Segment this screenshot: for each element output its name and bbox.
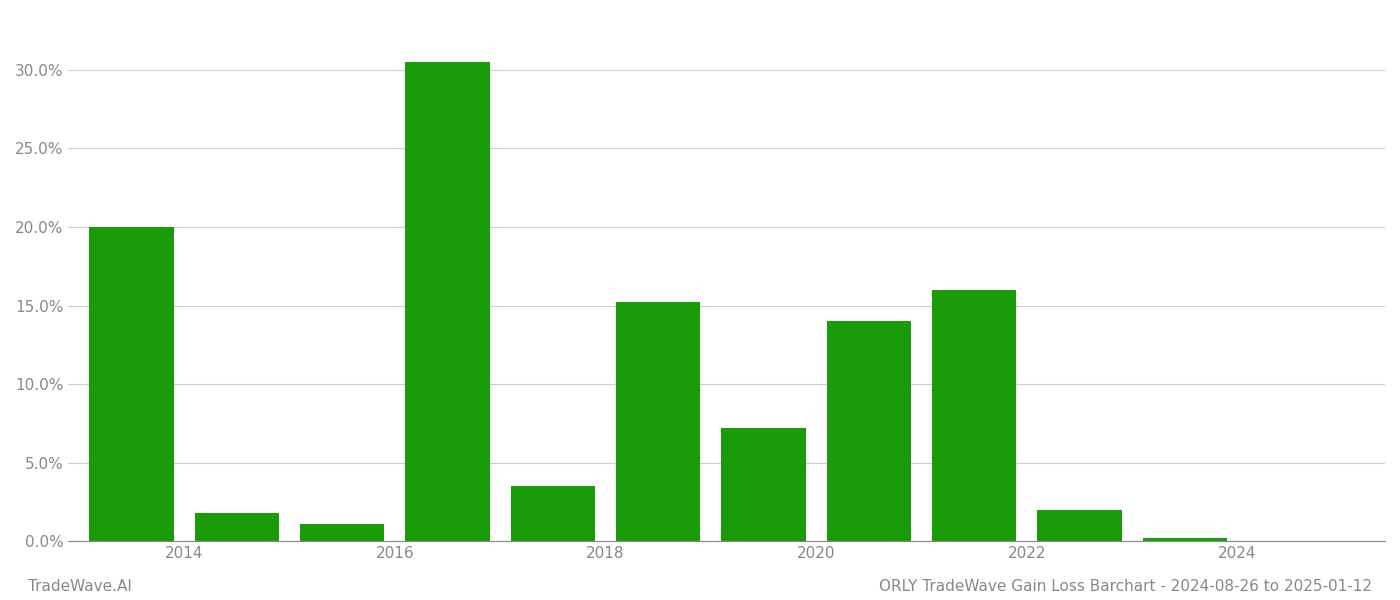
Bar [1037,510,1121,541]
Text: ORLY TradeWave Gain Loss Barchart - 2024-08-26 to 2025-01-12: ORLY TradeWave Gain Loss Barchart - 2024… [879,579,1372,594]
Text: TradeWave.AI: TradeWave.AI [28,579,132,594]
Bar [300,524,385,541]
Bar [406,62,490,541]
Bar [932,290,1016,541]
Bar [511,486,595,541]
Bar [616,302,700,541]
Bar [195,513,279,541]
Bar [90,227,174,541]
Bar [1142,538,1226,541]
Bar [721,428,805,541]
Bar [827,321,911,541]
